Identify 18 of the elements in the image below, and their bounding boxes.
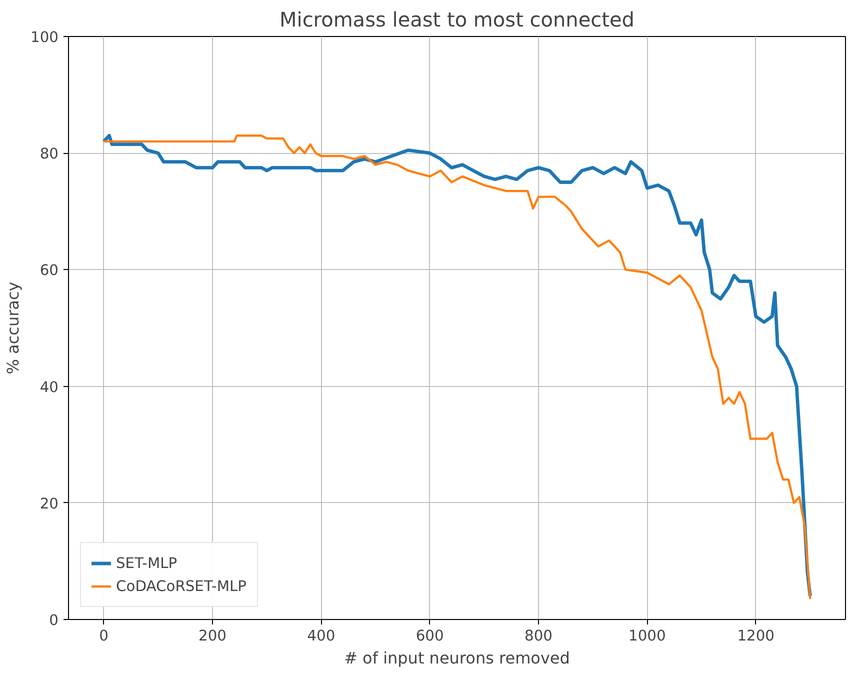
x-tick-label: 600 — [416, 628, 444, 644]
legend-label: SET-MLP — [116, 554, 178, 572]
chart-title: Micromass least to most connected — [280, 8, 634, 32]
x-tick-label: 200 — [198, 628, 226, 644]
y-tick-label: 20 — [40, 495, 59, 512]
y-tick-label: 0 — [49, 612, 59, 629]
x-axis-title: # of input neurons removed — [344, 648, 570, 668]
x-tick-label: 1000 — [628, 628, 666, 644]
legend-label: CoDACoRSET-MLP — [116, 578, 246, 594]
y-tick-label: 80 — [40, 146, 59, 163]
x-tick-label: 1200 — [737, 628, 775, 644]
y-tick-label: 40 — [40, 378, 59, 396]
y-tick-label: 100 — [30, 29, 59, 46]
y-axis-title: % accuracy — [4, 282, 23, 374]
y-tick-label: 60 — [40, 262, 59, 280]
x-tick-label: 0 — [99, 628, 108, 644]
x-tick-label: 400 — [307, 628, 336, 644]
x-tick-label: 800 — [524, 628, 552, 644]
